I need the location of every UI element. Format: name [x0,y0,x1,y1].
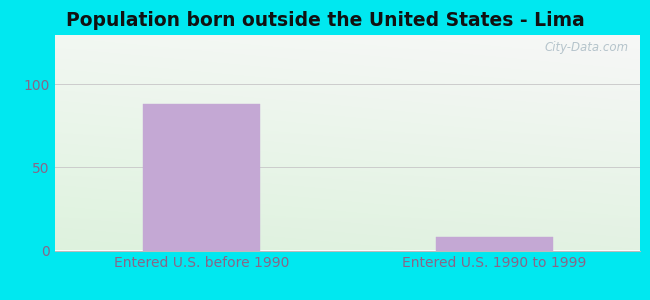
Bar [436,237,552,250]
Bar [143,104,260,250]
Text: Population born outside the United States - Lima: Population born outside the United State… [66,11,584,29]
Text: City-Data.com: City-Data.com [545,41,629,54]
